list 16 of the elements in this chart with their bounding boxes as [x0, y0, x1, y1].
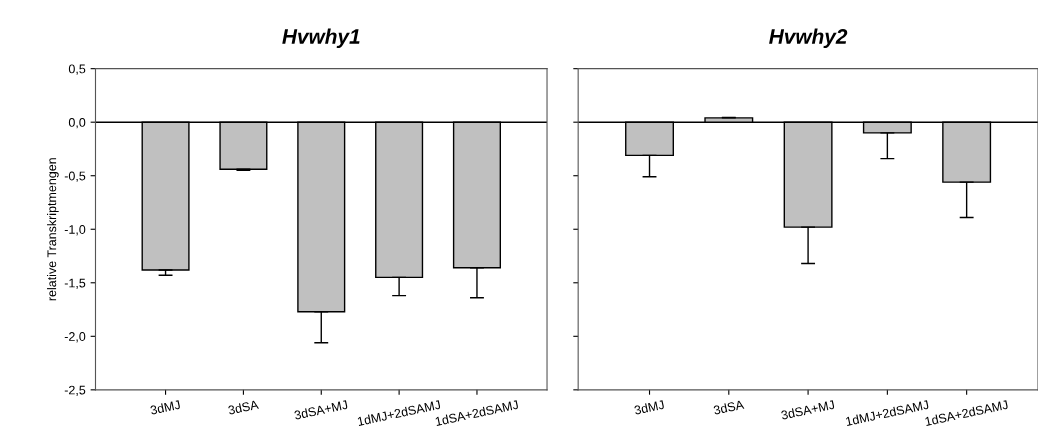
x-tick-label: 3dSA	[713, 399, 745, 415]
x-tick-label: 3dMJ	[149, 399, 181, 415]
y-tick-label: 0,0	[68, 117, 86, 129]
chart-title: Hvwhy2	[769, 28, 848, 48]
y-tick-label: -0,5	[64, 171, 86, 182]
y-tick-label: -1,0	[64, 225, 86, 236]
x-tick-label: 3dSA+MJ	[293, 399, 348, 420]
y-tick-label: -2,0	[64, 332, 86, 343]
y-tick-label: 0,5	[68, 64, 86, 75]
chart-title: Hvwhy1	[282, 28, 360, 48]
y-tick-label: -2,5	[64, 385, 86, 396]
x-tick-label: 3dSA	[227, 399, 260, 415]
y-tick-label: -1,5	[64, 278, 86, 289]
x-tick-label: 3dMJ	[633, 399, 665, 415]
x-tick-label: 3dSA+MJ	[780, 399, 835, 420]
y-axis-title: relative Transkriptmengen	[47, 158, 59, 301]
